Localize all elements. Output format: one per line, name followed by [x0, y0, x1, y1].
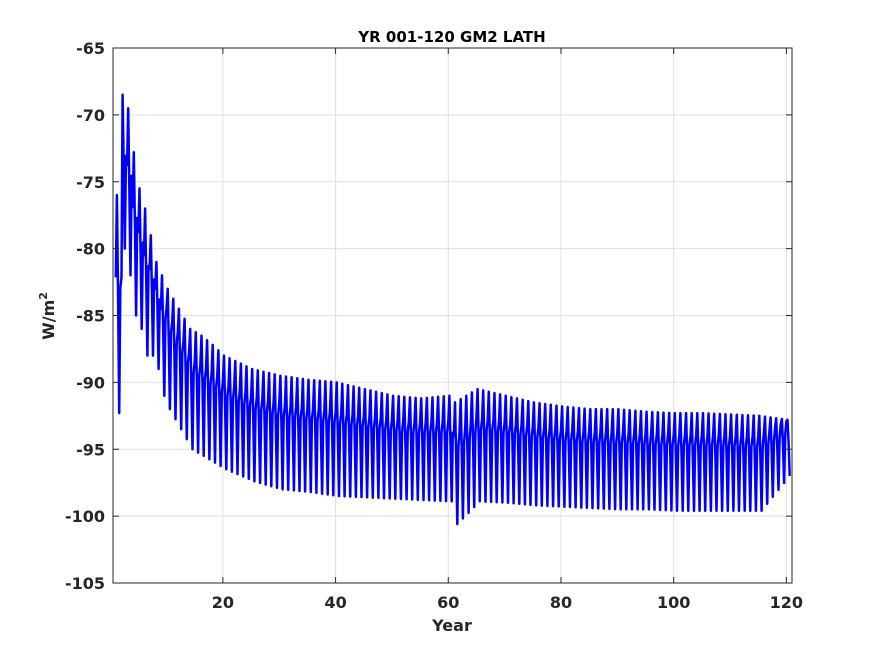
- y-axis-title-base: W/m: [39, 300, 58, 340]
- y-tick-label: -100: [65, 507, 105, 526]
- x-tick-label: 120: [770, 593, 803, 612]
- y-tick-label: -75: [76, 173, 105, 192]
- y-tick-label: -90: [76, 373, 105, 392]
- x-tick-label: 60: [437, 593, 459, 612]
- series-layer: [114, 93, 791, 526]
- y-tick-label: -65: [76, 39, 105, 58]
- y-tick-label: -95: [76, 440, 105, 459]
- y-tick-label: -105: [65, 574, 105, 593]
- chart-title: YR 001-120 GM2 LATH: [357, 28, 545, 46]
- ticks: 20 40 60 80 100 120 -65 -70 -75 -80 -85 -90 -95 -100 -…: [65, 39, 803, 612]
- y-axis-title-superscript: 2: [37, 292, 50, 300]
- x-tick-label: 80: [550, 593, 572, 612]
- x-tick-label: 20: [212, 593, 234, 612]
- y-axis-title: W/m2: [37, 292, 58, 340]
- x-tick-label: 40: [324, 593, 346, 612]
- series-line: [114, 93, 791, 526]
- x-tick-label: 100: [657, 593, 690, 612]
- x-axis-title: Year: [431, 616, 472, 635]
- y-tick-label: -80: [76, 240, 105, 259]
- y-tick-label: -70: [76, 106, 105, 125]
- y-tick-label: -85: [76, 307, 105, 326]
